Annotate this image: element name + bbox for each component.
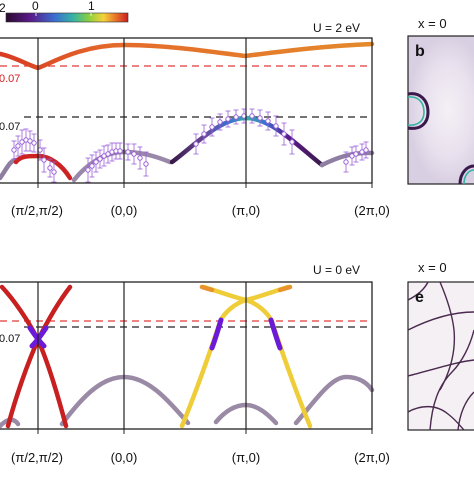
top-lower-band-hump (169, 115, 325, 168)
data-point (125, 149, 131, 155)
side-e-fermi-contours (407, 281, 474, 431)
data-point (97, 156, 103, 162)
side-b-map (407, 35, 474, 185)
data-point (225, 116, 231, 122)
side-b-fermi-pocket-left-glow (407, 96, 425, 126)
data-point (131, 151, 137, 157)
data-point (217, 119, 223, 125)
side-b-fermi-pocket-bottom-glow (463, 169, 474, 185)
bottom-grey-band-2 (59, 374, 191, 427)
data-point (249, 113, 255, 119)
bottom-orange-tip-right (277, 284, 293, 293)
data-point (47, 165, 53, 171)
side-b-fermi-pocket-left (407, 92, 430, 130)
bottom-panel-frame (0, 281, 373, 430)
bottom-band-panel: U = 0 eV 0.07 (π/2,π/2) (0,0) (π,0) (0, 263, 390, 465)
data-point (343, 159, 349, 165)
data-point (41, 157, 47, 163)
data-point (265, 118, 271, 124)
colorbar-gradient (5, 12, 129, 23)
bottom-black-level-label: 0.07 (0, 333, 20, 345)
data-point (233, 114, 239, 120)
data-point (89, 163, 95, 169)
bottom-grey-band-4 (293, 374, 375, 426)
data-point (281, 131, 287, 137)
top-red-level-label: 0.07 (0, 73, 20, 85)
data-point (273, 123, 279, 129)
data-point (117, 148, 123, 154)
bottom-u-label: U = 0 eV (313, 263, 360, 277)
side-e-x-label: x = 0 (418, 260, 447, 275)
data-point (93, 159, 99, 165)
colorbar-edge-label: 2 (0, 1, 6, 15)
data-point (143, 161, 149, 167)
data-point (11, 147, 17, 153)
top-black-level-label: 0.07 (0, 121, 20, 133)
side-b-x-label: x = 0 (418, 16, 447, 31)
top-u-label: U = 2 eV (313, 21, 360, 35)
top-error-bar-points (11, 108, 369, 183)
bottom-yellow-band-a (201, 284, 313, 429)
data-point (363, 147, 369, 153)
side-b-letter: b (415, 43, 425, 60)
data-point (353, 151, 359, 157)
side-panel-b: x = 0 b (407, 16, 474, 185)
data-point (85, 167, 91, 173)
bottom-purple-segment-left (27, 325, 47, 349)
colorbar-max-label: 1 (88, 0, 95, 13)
data-point (257, 115, 263, 121)
data-point (201, 131, 207, 137)
top-kpath-label-2pi: (2π,0) (354, 203, 390, 218)
top-lower-band-left (0, 157, 19, 181)
colorbar: 2 0 1 (0, 0, 129, 23)
data-point (137, 155, 143, 161)
bottom-kpath-label-gamma: (0,0) (111, 450, 138, 465)
top-kpath-label-gamma: (0,0) (111, 203, 138, 218)
side-panel-e: x = 0 e (407, 260, 474, 431)
side-b-fermi-pocket-bottom (458, 164, 474, 185)
bottom-purple-segment-x-left (209, 317, 224, 351)
top-panel-frame (0, 37, 373, 184)
data-point (15, 143, 21, 149)
bottom-kpath-label-2pi: (2π,0) (354, 450, 390, 465)
data-point (289, 139, 295, 145)
side-e-letter: e (415, 289, 424, 306)
data-point (51, 169, 57, 175)
side-e-map (407, 281, 474, 431)
bottom-purple-segment-right (29, 325, 49, 349)
data-point (193, 141, 199, 147)
colorbar-min-label: 0 (32, 0, 39, 13)
top-upper-band (0, 41, 375, 71)
bottom-kpath-label-pi2: (π/2,π/2) (11, 450, 63, 465)
bottom-kpath-label-x: (π,0) (232, 450, 260, 465)
top-lower-band-right (319, 150, 375, 168)
bottom-orange-tip-left (199, 284, 215, 293)
top-band-panel: U = 2 eV 0.07 0.07 (π/2,π/2) (0,0) (π,0)… (0, 21, 390, 218)
top-kpath-label-pi2: (π/2,π/2) (11, 203, 63, 218)
top-kpath-label-x: (π,0) (232, 203, 260, 218)
data-point (31, 140, 37, 146)
bottom-yellow-band-b (179, 284, 291, 429)
bottom-purple-segment-x-right (268, 317, 283, 351)
data-point (209, 124, 215, 130)
